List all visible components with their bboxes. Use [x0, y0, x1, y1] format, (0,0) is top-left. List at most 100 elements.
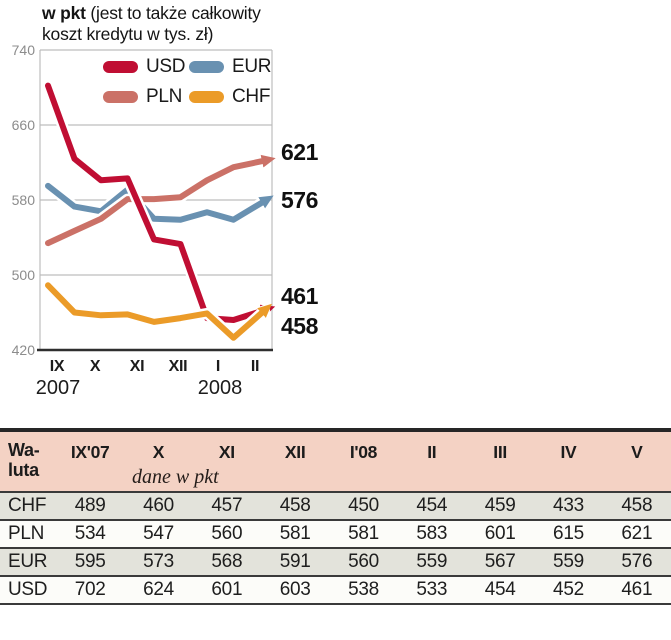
legend-swatch-chf: [189, 91, 224, 103]
cell: 702: [74, 579, 106, 600]
table-row-eur: EUR 595 573 568 591 560 559 567 559 576: [0, 548, 671, 576]
cell: 458: [279, 495, 311, 516]
series-line-eur: [45, 182, 274, 223]
y-tick-label: 580: [12, 192, 36, 208]
chart-title-line1: w pkt (jest to także całkowity: [42, 3, 261, 24]
series-line-usd: [45, 82, 276, 323]
cell: 459: [484, 495, 516, 516]
table-header-row: Wa-luta IX'07 X XI XII I'08 II III IV V: [0, 430, 671, 492]
table-row-pln: PLN 534 547 560 581 581 583 601 615 621: [0, 520, 671, 548]
data-table-section: Wa-luta IX'07 X XI XII I'08 II III IV V …: [0, 428, 671, 605]
header-currency-line2: luta: [8, 460, 39, 480]
table-header-month: XII: [284, 442, 306, 462]
cell: 450: [348, 495, 379, 516]
legend-label-usd: USD: [146, 56, 186, 77]
x-tick-label: XII: [169, 358, 188, 375]
end-label-usd: 461: [281, 283, 318, 309]
cell: 581: [279, 523, 311, 544]
cell: 547: [143, 523, 174, 544]
table-note: dane w pkt: [132, 466, 219, 488]
cell: 576: [621, 551, 653, 572]
y-tick-label: 660: [12, 117, 36, 133]
cell: 458: [621, 495, 653, 516]
chart-title: w pkt (jest to także całkowity koszt kre…: [42, 3, 261, 45]
legend-swatch-eur: [189, 61, 224, 73]
legend-row-2: PLN CHF: [103, 86, 275, 108]
cell: 603: [279, 579, 311, 600]
y-tick-label: 740: [12, 42, 36, 58]
legend-label-pln: PLN: [146, 86, 183, 107]
row-label: USD: [8, 579, 48, 600]
cell: 568: [211, 551, 243, 572]
legend-swatch-pln: [103, 91, 138, 103]
cell: 460: [143, 495, 174, 516]
cell: 601: [484, 523, 516, 544]
row-label: PLN: [8, 523, 45, 544]
cell: 615: [553, 523, 584, 544]
chart-legend: USD EUR PLN CHF: [103, 56, 275, 108]
cell: 489: [74, 495, 106, 516]
cell: 624: [143, 579, 174, 600]
x-tick-label: II: [251, 358, 259, 375]
cell: 560: [211, 523, 243, 544]
chart-section: w pkt (jest to także całkowity koszt kre…: [12, 3, 319, 399]
cell: 461: [621, 579, 653, 600]
chart-title-rest: (jest to także całkowity: [85, 3, 261, 23]
cell: 621: [621, 523, 653, 544]
chart-title-bold: w pkt: [42, 3, 86, 23]
table-header-month: X: [152, 442, 165, 462]
table-row-usd: USD 702 624 601 603 538 533 454 452 461: [0, 576, 671, 604]
table-header-month: III: [493, 442, 507, 462]
cell: 573: [143, 551, 174, 572]
cell: 567: [484, 551, 516, 572]
cell: 601: [211, 579, 243, 600]
cell: 538: [348, 579, 379, 600]
row-label: CHF: [8, 495, 47, 516]
chart-title-line2: koszt kredytu w tys. zł): [42, 24, 214, 44]
cell: 533: [416, 579, 448, 600]
end-label-chf: 458: [281, 313, 318, 339]
series-line-chf: [45, 282, 272, 341]
table-row-chf: CHF 489 460 457 458 450 454 459 433 458: [0, 492, 671, 520]
table-header-month: II: [427, 442, 437, 462]
series-line-pln: [45, 154, 276, 247]
table-header-month: IV: [560, 442, 577, 462]
cell: 559: [553, 551, 584, 572]
cell: 591: [279, 551, 311, 572]
table-header-month: IX'07: [70, 442, 110, 462]
legend-label-eur: EUR: [232, 56, 272, 77]
legend-swatch-usd: [103, 61, 138, 73]
y-tick-label: 500: [12, 267, 36, 283]
cell: 454: [416, 495, 448, 516]
end-label-eur: 576: [281, 187, 318, 213]
x-tick-label: XI: [130, 358, 145, 375]
legend-label-chf: CHF: [232, 86, 271, 107]
cell: 534: [74, 523, 106, 544]
x-tick-label: X: [90, 358, 101, 375]
x-tick-label: I: [216, 358, 220, 375]
cell: 457: [211, 495, 243, 516]
year-label: 2008: [198, 377, 243, 399]
y-tick-label: 420: [12, 342, 36, 358]
x-tick-label: IX: [50, 358, 65, 375]
header-currency-line1: Wa-: [8, 440, 40, 460]
cell: 559: [416, 551, 448, 572]
cell: 560: [348, 551, 379, 572]
table-header-month: I'08: [349, 442, 378, 462]
year-label: 2007: [36, 377, 81, 399]
cell: 452: [553, 579, 584, 600]
table-header-month: XI: [218, 442, 235, 462]
table-header-month: V: [631, 442, 643, 462]
row-label: EUR: [8, 551, 48, 572]
cell: 433: [553, 495, 584, 516]
cell: 581: [348, 523, 379, 544]
data-table: Wa-luta IX'07 X XI XII I'08 II III IV V …: [0, 428, 671, 605]
end-label-pln: 621: [281, 139, 318, 165]
cell: 454: [484, 579, 516, 600]
table-header-currency: Wa-luta: [0, 430, 56, 492]
legend-row-1: USD EUR: [103, 56, 275, 78]
cell: 583: [416, 523, 448, 544]
cell: 595: [74, 551, 106, 572]
